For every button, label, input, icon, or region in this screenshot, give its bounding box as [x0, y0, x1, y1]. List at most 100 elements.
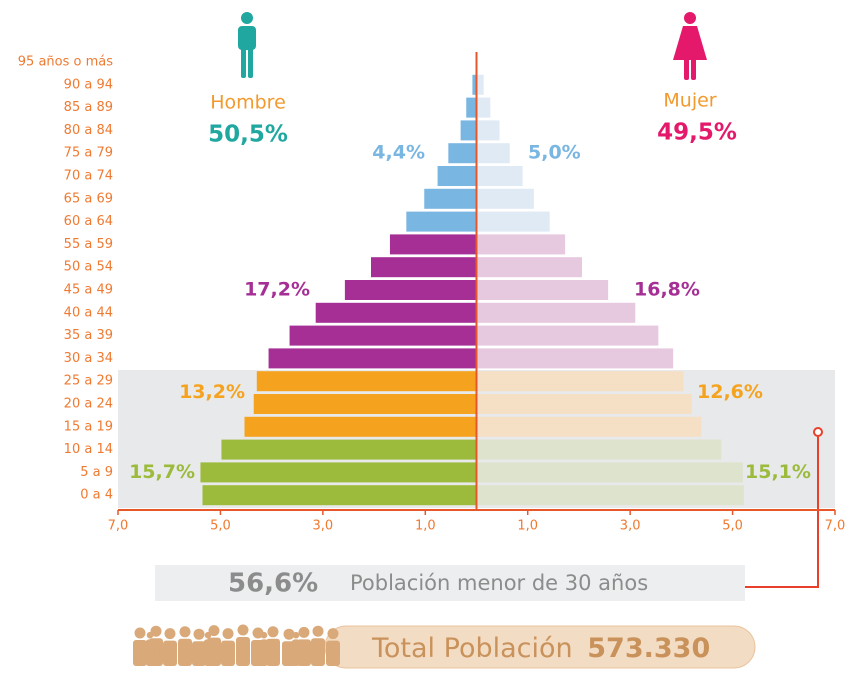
x-tick-label: 3,0 [620, 519, 641, 534]
person-head [328, 628, 339, 639]
person-body [260, 639, 268, 666]
total-value: 573.330 [587, 633, 710, 664]
person-head [313, 626, 324, 637]
bar [477, 234, 566, 254]
bar [371, 257, 477, 277]
x-tick-label: 1,0 [517, 519, 538, 534]
male-group-share: 4,4% [372, 142, 425, 164]
connector-dot [814, 428, 822, 436]
y-tick-label: 20 a 24 [64, 397, 113, 412]
x-tick-label: 5,0 [722, 519, 743, 534]
male-group-share: 17,2% [244, 279, 310, 301]
y-tick-label: 5 a 9 [80, 465, 113, 480]
x-tick-label: 7,0 [108, 519, 129, 534]
person-head [268, 626, 279, 637]
person-body [178, 639, 192, 666]
bar [345, 280, 477, 300]
y-tick-label: 30 a 34 [64, 351, 113, 366]
y-tick-label: 35 a 39 [64, 328, 113, 343]
under-30-text: Población menor de 30 años [350, 571, 648, 595]
bar [448, 143, 476, 163]
male-group-share: 13,2% [179, 381, 245, 403]
x-tick-label: 7,0 [825, 519, 845, 534]
bar [477, 257, 583, 277]
y-tick-label: 25 a 29 [64, 374, 113, 389]
y-tick-label: 15 a 19 [64, 419, 113, 434]
y-tick-label: 45 a 49 [64, 283, 113, 298]
bar [477, 143, 510, 163]
person-head [223, 628, 234, 639]
bar [424, 189, 476, 209]
person-head [284, 629, 295, 640]
person-head [165, 628, 176, 639]
y-tick-label: 65 a 69 [64, 191, 113, 206]
y-tick-label: 0 a 4 [80, 488, 113, 503]
person-body [204, 639, 212, 666]
bar [200, 462, 476, 482]
bar [477, 120, 500, 140]
bar [290, 326, 477, 346]
person-head [293, 632, 300, 639]
bar [477, 280, 609, 300]
female-group-share: 5,0% [528, 142, 581, 164]
person-head [205, 632, 212, 639]
people-icon [133, 625, 340, 667]
under-30-share: 56,6% [228, 569, 318, 599]
bar [477, 75, 484, 95]
y-tick-label: 75 a 79 [64, 146, 113, 161]
bar [203, 485, 477, 505]
y-tick-label: 55 a 59 [64, 237, 113, 252]
bar [477, 462, 743, 482]
woman-icon [673, 12, 707, 80]
man-icon [238, 12, 256, 78]
bar [477, 189, 534, 209]
bar [461, 120, 477, 140]
bar [221, 440, 476, 460]
bar [477, 326, 659, 346]
male-label: Hombre [210, 92, 286, 114]
person-body [292, 639, 300, 666]
person-head [147, 632, 154, 639]
y-tick-label: 95 años o más [18, 55, 113, 70]
person-head [261, 632, 268, 639]
bar [477, 303, 636, 323]
bar [477, 348, 674, 368]
person-body [221, 641, 235, 666]
person-body [163, 641, 177, 666]
y-tick-label: 90 a 94 [64, 77, 113, 92]
bar [438, 166, 477, 186]
x-tick-label: 3,0 [313, 519, 334, 534]
total-text: Total Población [371, 633, 573, 664]
bar [390, 234, 477, 254]
bar [477, 485, 744, 505]
y-tick-label: 70 a 74 [64, 169, 113, 184]
bar [269, 348, 477, 368]
female-group-share: 12,6% [697, 381, 763, 403]
male-group-share: 15,7% [129, 461, 195, 483]
y-tick-label: 50 a 54 [64, 260, 113, 275]
y-tick-label: 60 a 64 [64, 214, 113, 229]
bar [466, 98, 476, 118]
bar [477, 98, 491, 118]
bar [477, 417, 702, 437]
bar [406, 212, 476, 232]
bar [244, 417, 476, 437]
person-head [180, 626, 191, 637]
female-group-share: 15,1% [745, 461, 811, 483]
person-head [238, 625, 249, 636]
x-tick-label: 1,0 [415, 519, 436, 534]
person-body [133, 640, 147, 666]
y-tick-label: 85 a 89 [64, 100, 113, 115]
x-tick-label: 5,0 [210, 519, 231, 534]
bar [477, 394, 692, 414]
bar [254, 394, 477, 414]
bar [257, 371, 477, 391]
chart: Hombre 50,5% Mujer 49,5% 56,6% Población… [0, 0, 845, 679]
person-body [146, 639, 154, 666]
person-body [326, 641, 340, 666]
person-head [299, 627, 310, 638]
bar [477, 166, 523, 186]
person-head [194, 629, 205, 640]
bar [477, 440, 722, 460]
male-share: 50,5% [208, 122, 288, 148]
